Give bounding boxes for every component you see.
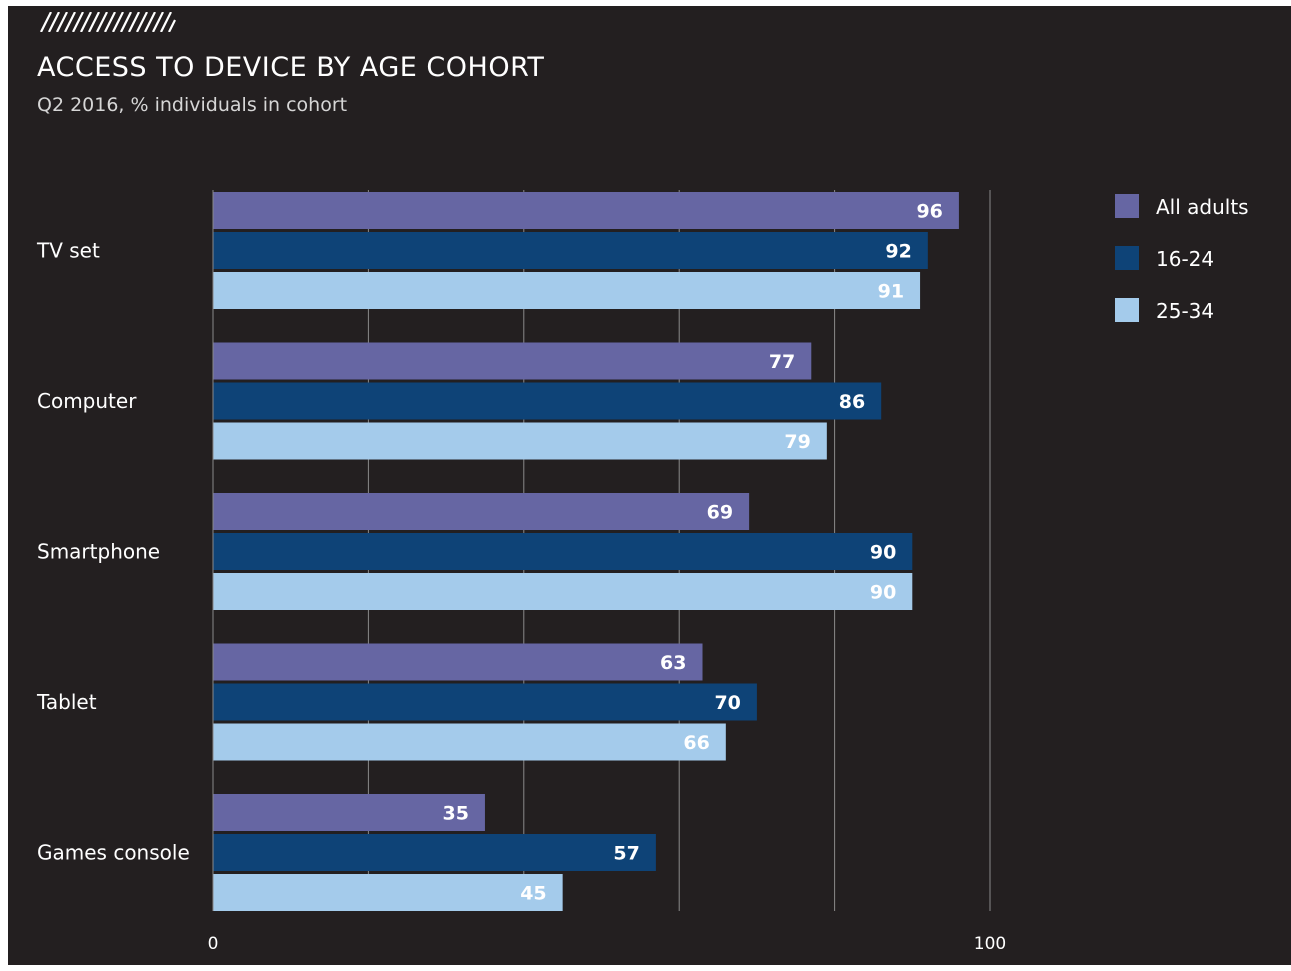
legend-label: All adults <box>1156 195 1249 219</box>
bar <box>213 382 882 420</box>
legend-swatch <box>1115 194 1139 218</box>
legend-swatch <box>1115 298 1139 322</box>
data-label: 86 <box>839 391 865 413</box>
tick-label: 0 <box>208 934 219 954</box>
category-label: Smartphone <box>37 540 160 564</box>
category-label: Tablet <box>36 690 97 714</box>
data-label: 96 <box>916 201 942 223</box>
chart-title: ACCESS TO DEVICE BY AGE COHORT <box>37 52 545 83</box>
data-label: 92 <box>885 241 911 263</box>
data-label: 35 <box>442 803 468 825</box>
data-label: 77 <box>769 351 795 373</box>
chart-subtitle: Q2 2016, % individuals in cohort <box>37 94 348 116</box>
data-label: 69 <box>707 502 733 524</box>
data-label: 63 <box>660 652 686 674</box>
legend-label: 25-34 <box>1156 299 1214 323</box>
chart-panel: ACCESS TO DEVICE BY AGE COHORT Q2 2016, … <box>8 6 1291 965</box>
category-label: Computer <box>37 389 137 413</box>
bar <box>213 834 656 871</box>
category-label: TV set <box>36 239 100 263</box>
bar <box>213 192 959 229</box>
legend-swatch <box>1115 246 1139 270</box>
bar <box>213 232 928 269</box>
bar <box>213 493 750 530</box>
bar <box>213 683 757 721</box>
tick-label: 100 <box>974 934 1006 954</box>
bar <box>213 723 726 761</box>
data-label: 91 <box>878 281 904 303</box>
data-label: 70 <box>714 692 740 714</box>
data-label: 66 <box>683 732 709 754</box>
bar <box>213 272 921 309</box>
data-label: 90 <box>870 582 896 604</box>
bar <box>213 874 563 911</box>
data-label: 57 <box>613 843 639 865</box>
data-label: 90 <box>870 542 896 564</box>
bar <box>213 342 812 380</box>
data-label: 79 <box>784 431 810 453</box>
bar <box>213 643 703 681</box>
bar <box>213 794 485 831</box>
legend-label: 16-24 <box>1156 247 1214 271</box>
bar <box>213 573 913 610</box>
bar <box>213 533 913 570</box>
bar <box>213 422 827 460</box>
hatch-decoration <box>40 12 176 32</box>
data-label: 45 <box>520 883 546 905</box>
category-label: Games console <box>37 841 190 865</box>
